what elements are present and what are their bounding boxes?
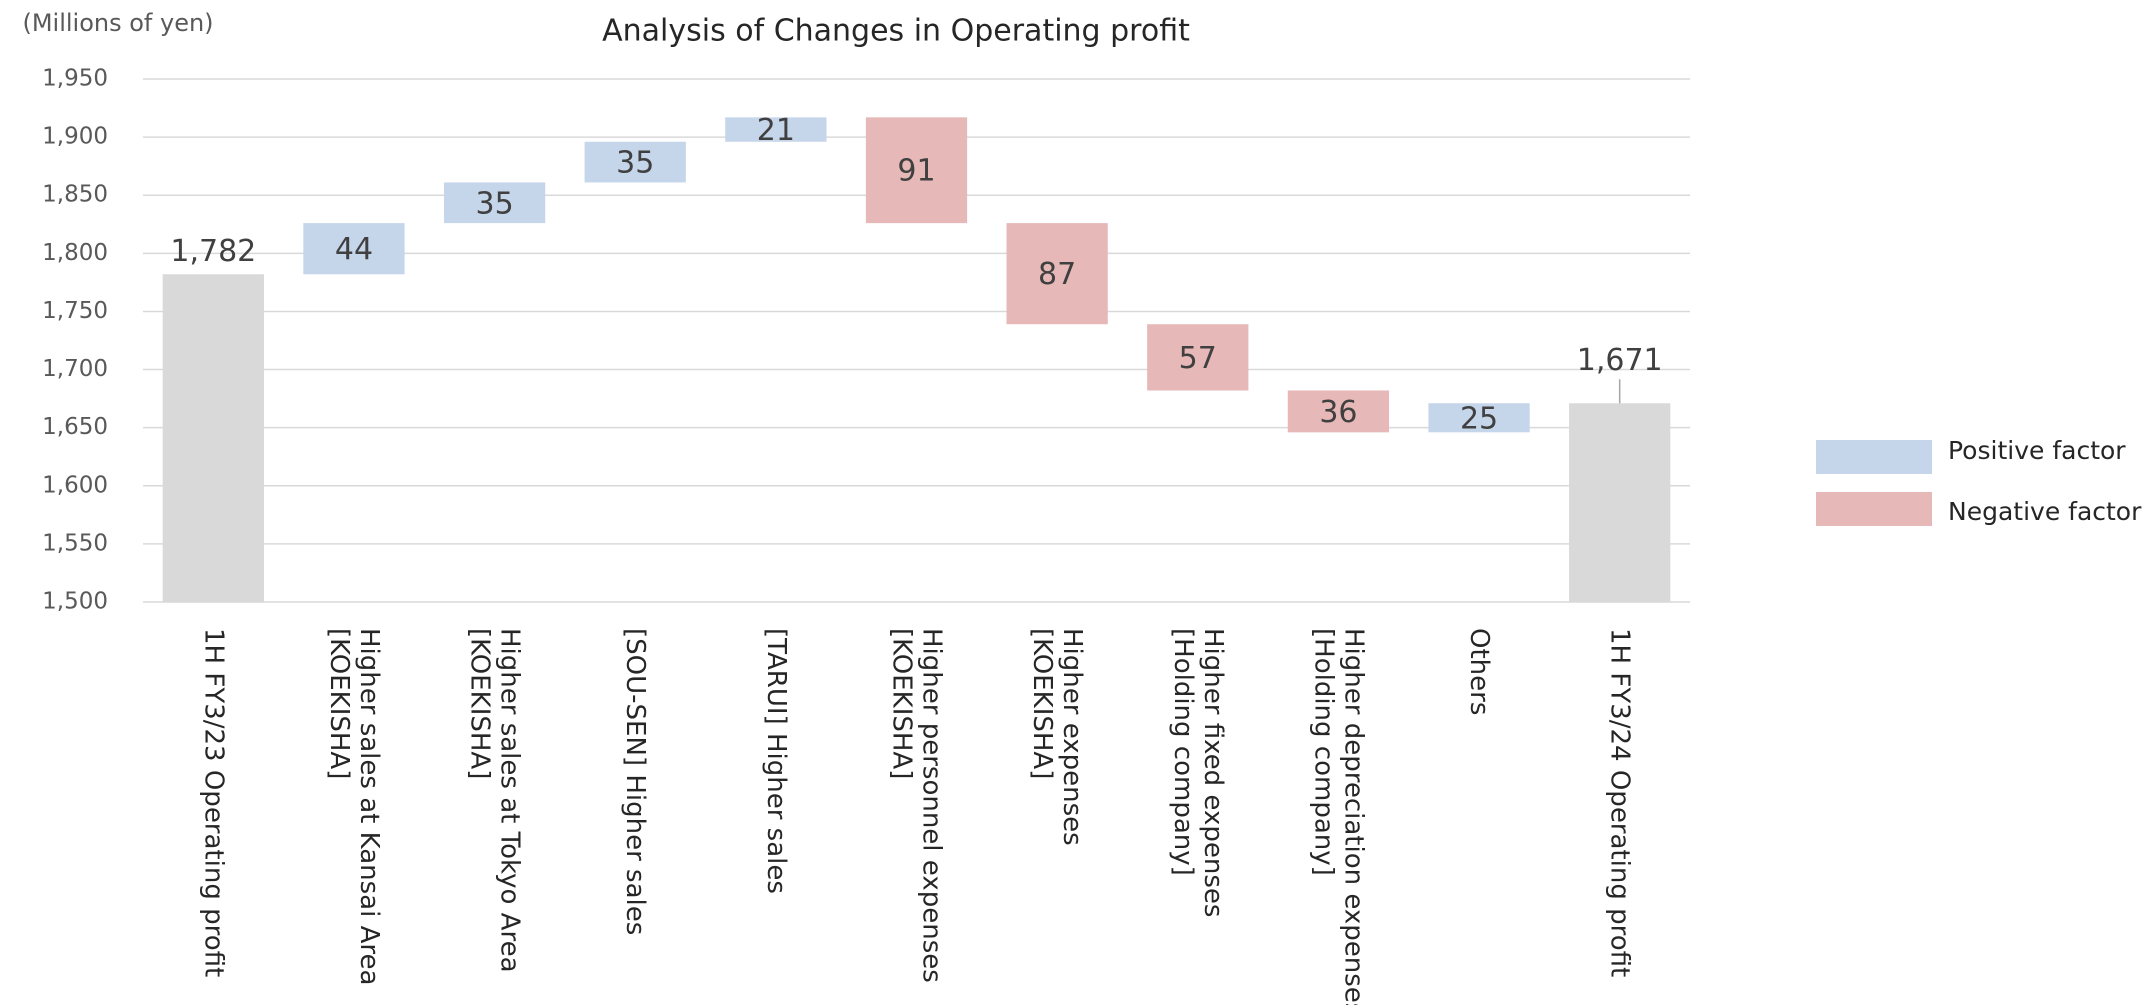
y-tick-label: 1,900 xyxy=(42,124,108,150)
x-tick-label: [KOEKISHA]Higher sales at Kansai Area xyxy=(324,628,384,985)
x-tick-label: [KOEKISHA]Higher personnel expenses xyxy=(887,628,947,983)
y-tick-label: 1,500 xyxy=(42,589,108,615)
legend-swatch xyxy=(1816,492,1932,526)
legend-label: Positive factor xyxy=(1948,436,2126,465)
negative-bar xyxy=(1147,324,1249,391)
step-value-label: 36 xyxy=(1319,395,1357,430)
unit-label: (Millions of yen) xyxy=(22,9,213,37)
positive-bar xyxy=(303,223,405,275)
y-tick-label: 1,800 xyxy=(42,240,108,266)
positive-bar xyxy=(725,117,827,142)
step-value-label: 57 xyxy=(1179,341,1217,376)
step-value-label: 91 xyxy=(897,154,935,189)
x-tick-label: [KOEKISHA]Higher expenses xyxy=(1028,628,1088,846)
x-tick-label: [Holding company]Higher depreciation exp… xyxy=(1309,628,1369,1005)
step-value-label: 25 xyxy=(1460,401,1498,436)
step-value-label: 44 xyxy=(335,232,373,267)
x-tick-label: 1H FY3/24 Operating profit xyxy=(1605,628,1635,977)
y-tick-label: 1,950 xyxy=(42,66,108,92)
chart-title: Analysis of Changes in Operating profit xyxy=(602,14,1190,49)
step-value-label: 35 xyxy=(475,186,513,221)
x-tick-label: 1H FY3/23 Operating profit xyxy=(199,628,229,977)
total-value-label: 1,782 xyxy=(170,234,256,269)
step-value-label: 21 xyxy=(757,113,795,148)
x-tick-label: [KOEKISHA]Higher sales at Tokyo Area xyxy=(465,628,525,973)
x-tick-label: [Holding company]Higher fixed expenses xyxy=(1168,628,1228,917)
total-bar xyxy=(162,274,264,602)
legend-label: Negative factor xyxy=(1948,497,2142,526)
x-tick-label: [SOU-SEN] Higher sales xyxy=(621,628,651,935)
total-bar xyxy=(1569,403,1671,602)
positive-bar xyxy=(1428,403,1530,433)
x-tick-label: Others xyxy=(1465,628,1495,715)
y-tick-label: 1,550 xyxy=(42,530,108,556)
y-tick-label: 1,750 xyxy=(42,298,108,324)
positive-bar xyxy=(443,182,546,224)
negative-bar xyxy=(1287,390,1390,433)
y-tick-label: 1,700 xyxy=(42,356,108,382)
legend-swatch xyxy=(1816,440,1932,474)
step-value-label: 35 xyxy=(616,146,654,181)
negative-bar xyxy=(865,117,968,224)
y-tick-label: 1,600 xyxy=(42,472,108,498)
total-value-label: 1,671 xyxy=(1577,343,1663,378)
step-value-label: 87 xyxy=(1038,257,1076,292)
positive-bar xyxy=(584,141,686,183)
x-tick-label: [TARUI] Higher sales xyxy=(761,628,791,894)
y-tick-label: 1,650 xyxy=(42,414,108,440)
y-tick-label: 1,850 xyxy=(42,182,108,208)
negative-bar xyxy=(1006,223,1108,325)
